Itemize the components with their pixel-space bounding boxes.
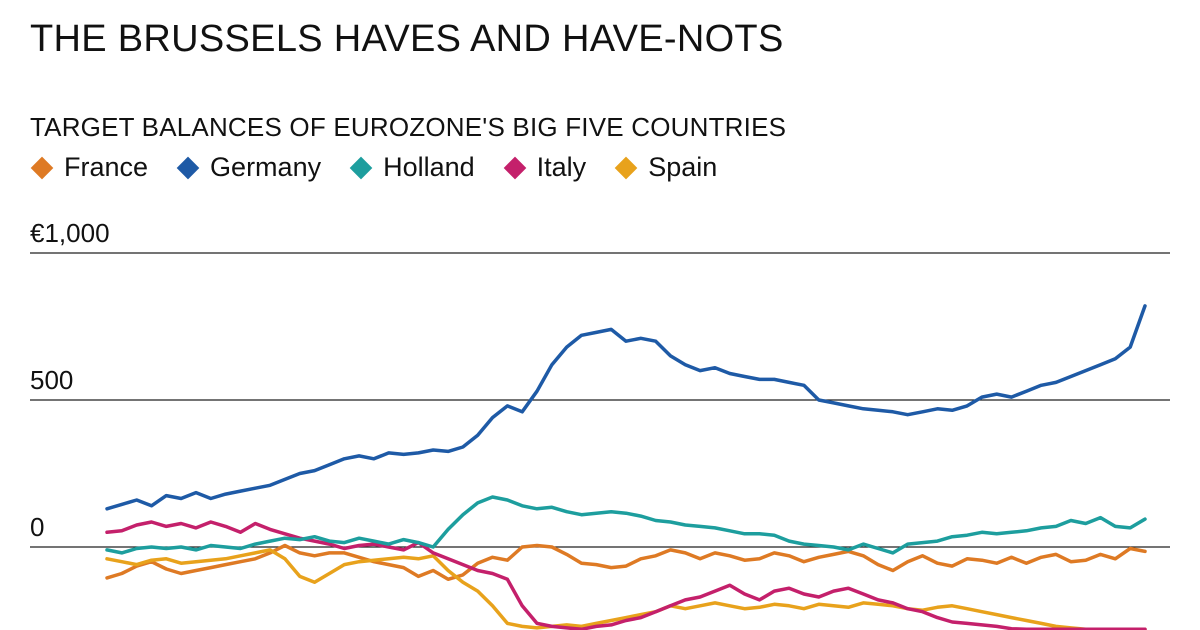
legend-label-france: France xyxy=(64,152,149,182)
legend-item-spain: Spain xyxy=(614,152,717,183)
series-line-france xyxy=(105,543,1147,582)
series-line-holland xyxy=(105,495,1147,555)
chart-title: THE BRUSSELS HAVES AND HAVE-NOTS xyxy=(30,18,784,60)
series-line-italy xyxy=(105,520,1147,630)
legend: France Germany Holland Italy Spain xyxy=(30,152,717,183)
legend-label-holland: Holland xyxy=(383,152,475,182)
y-tick-label-500: 500 xyxy=(30,365,74,395)
legend-item-france: France xyxy=(30,152,148,183)
legend-item-italy: Italy xyxy=(503,152,587,183)
legend-label-spain: Spain xyxy=(648,152,718,182)
legend-label-germany: Germany xyxy=(210,152,322,182)
y-tick-label-1000: €1,000 xyxy=(30,218,110,248)
legend-item-germany: Germany xyxy=(176,152,321,183)
series-line-spain xyxy=(105,548,1147,630)
legend-label-italy: Italy xyxy=(536,152,587,182)
chart-subtitle: TARGET BALANCES OF EUROZONE'S BIG FIVE C… xyxy=(30,112,787,142)
series-line-germany xyxy=(105,304,1147,511)
legend-item-holland: Holland xyxy=(349,152,475,183)
y-tick-label-0: 0 xyxy=(30,512,45,542)
